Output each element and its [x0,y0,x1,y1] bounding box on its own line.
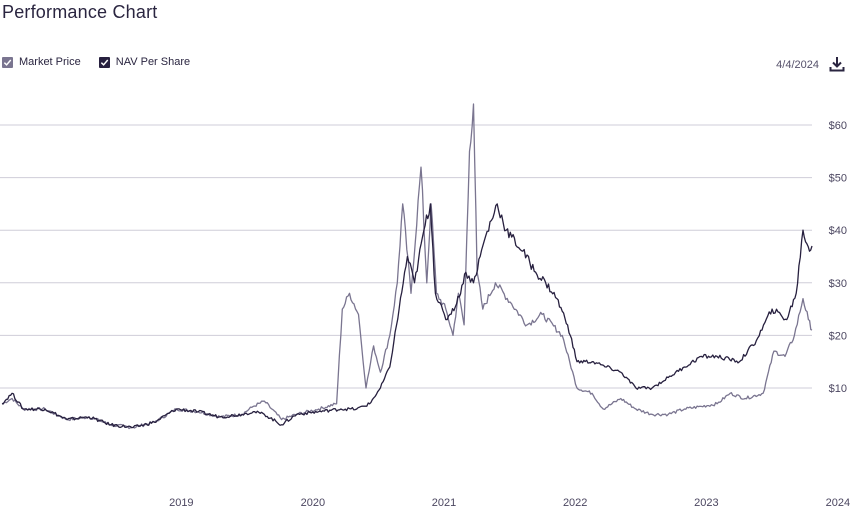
download-icon[interactable] [828,55,846,73]
x-tick-label: 2019 [169,497,193,509]
x-tick-label: 2024 [826,497,850,509]
x-tick-label: 2022 [563,497,587,509]
legend: Market Price NAV Per Share [2,56,190,68]
y-tick-label: $30 [829,278,847,290]
y-tick-label: $50 [829,173,847,185]
legend-label-nav-per-share: NAV Per Share [115,56,191,68]
legend-label-market-price: Market Price [19,56,81,68]
chart-title: Performance Chart [2,2,158,22]
y-tick-label: $10 [829,383,847,395]
checkbox-checked-icon[interactable] [98,56,110,68]
legend-item-nav-per-share[interactable]: NAV Per Share [98,56,191,68]
x-tick-label: 2020 [301,497,325,509]
y-tick-label: $20 [829,330,847,342]
y-tick-label: $40 [829,225,847,237]
series-line-market-price [1,103,813,430]
checkbox-checked-icon[interactable] [2,56,13,68]
y-tick-label: $60 [829,120,847,132]
as-of-date: 4/4/2024 [776,59,819,71]
x-tick-label: 2021 [432,497,456,509]
x-tick-label: 2023 [694,497,718,509]
legend-item-market-price[interactable]: Market Price [2,56,81,68]
series-line-nav-per-share [2,203,813,429]
